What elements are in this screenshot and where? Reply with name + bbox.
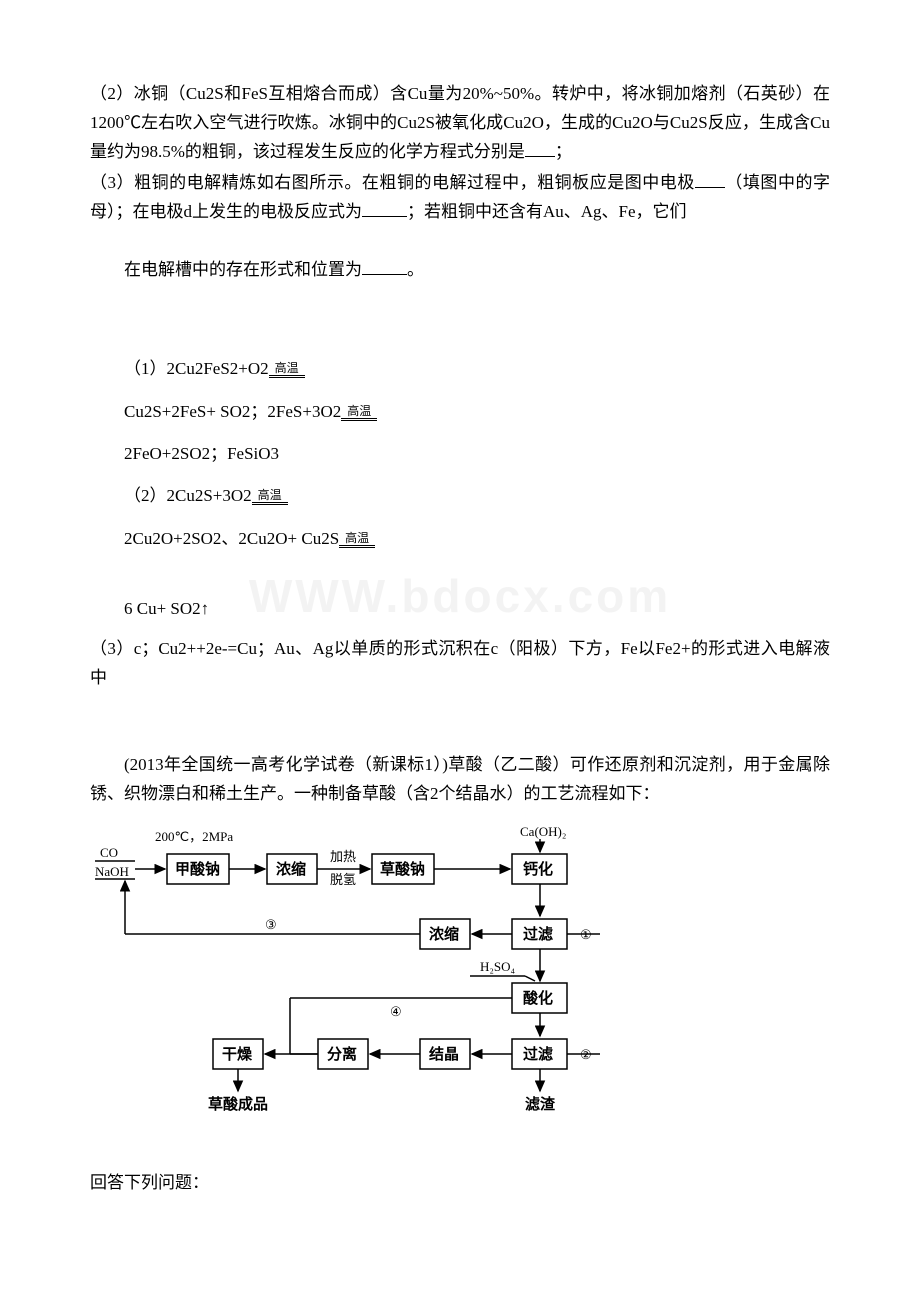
- text: （1）2Cu2FeS2+O2: [124, 359, 269, 378]
- paragraph-3b: 在电解槽中的存在形式和位置为 。: [90, 256, 830, 285]
- box-separate: 分离: [327, 1045, 357, 1063]
- text: Cu2S+2FeS+ SO2；2FeS+3O2: [124, 402, 341, 421]
- paragraph-3: （3）粗铜的电解精炼如右图所示。在粗铜的电解过程中，粗铜板应是图中电极（填图中的…: [90, 169, 830, 227]
- label-circle3: ③: [265, 917, 277, 932]
- equation-2a: （2）2Cu2S+3O2高温: [90, 480, 830, 512]
- label-caoh2: Ca(OH)₂: [520, 824, 566, 839]
- label-heat: 加热: [330, 849, 356, 864]
- text: ；若粗铜中还含有Au、Ag、Fe，它们: [407, 202, 687, 221]
- equation-2b: 2Cu2O+2SO2、2Cu2O+ Cu2S高温: [90, 523, 830, 555]
- label-co: CO: [100, 845, 118, 860]
- text: （2）2Cu2S+3O2: [124, 486, 252, 505]
- box-dry: 干燥: [222, 1046, 253, 1063]
- label-circle4: ④: [390, 1004, 402, 1019]
- text: （2）冰铜（Cu2S和FeS互相熔合而成）含Cu量为20%~50%。转炉中，将冰…: [90, 84, 830, 161]
- text: ；: [555, 142, 572, 161]
- text: 。: [407, 260, 424, 279]
- equation-1c: 2FeO+2SO2；FeSiO3: [90, 438, 830, 470]
- paragraph-answer-3: （3）c；Cu2++2e-=Cu；Au、Ag以单质的形式沉积在c（阳极）下方，F…: [90, 635, 830, 693]
- high-temp-symbol: 高温: [341, 405, 377, 421]
- text: （3）粗铜的电解精炼如右图所示。在粗铜的电解过程中，粗铜板应是图中电极: [90, 173, 695, 192]
- box-sodium-formate: 甲酸钠: [175, 860, 220, 878]
- box-concentrate1: 浓缩: [276, 860, 306, 878]
- box-sodium-oxalate: 草酸钠: [380, 860, 425, 878]
- text: 2Cu2O+2SO2、2Cu2O+ Cu2S: [124, 529, 339, 548]
- blank: [525, 140, 555, 157]
- high-temp-symbol: 高温: [252, 489, 288, 505]
- box-filter2: 过滤: [523, 1045, 553, 1063]
- paragraph-question-2013: (2013年全国统一高考化学试卷（新课标1）)草酸（乙二酸）可作还原剂和沉淀剂，…: [90, 751, 830, 809]
- text: 6 Cu+ SO2↑: [124, 599, 209, 618]
- paragraph-2: （2）冰铜（Cu2S和FeS互相熔合而成）含Cu量为20%~50%。转炉中，将冰…: [90, 80, 830, 167]
- high-temp-symbol: 高温: [269, 362, 305, 378]
- label-dehydrogen: 脱氢: [330, 872, 356, 887]
- box-calcify: 钙化: [523, 860, 553, 878]
- label-residue: 滤渣: [525, 1095, 556, 1113]
- blank: [695, 171, 725, 188]
- text: (2013年全国统一高考化学试卷（新课标1）)草酸（乙二酸）可作还原剂和沉淀剂，…: [90, 755, 830, 803]
- box-acidify: 酸化: [523, 989, 553, 1007]
- label-condition: 200℃，2MPa: [155, 829, 233, 844]
- box-filter1: 过滤: [523, 925, 553, 943]
- blank: [362, 258, 407, 275]
- text: （3）c；Cu2++2e-=Cu；Au、Ag以单质的形式沉积在c（阳极）下方，F…: [90, 639, 830, 687]
- box-concentrate2: 浓缩: [429, 925, 459, 943]
- text: 回答下列问题：: [90, 1173, 209, 1192]
- paragraph-question-prompt: 回答下列问题：: [90, 1169, 830, 1198]
- process-flow-diagram: 200℃，2MPa CO NaOH 甲酸钠 浓缩 加热 脱氢 草酸钠 Ca(OH…: [90, 821, 830, 1121]
- blank: [362, 200, 407, 217]
- text: 2FeO+2SO2；FeSiO3: [124, 444, 279, 463]
- equation-3a: 6 Cu+ SO2↑: [90, 593, 830, 625]
- text: 在电解槽中的存在形式和位置为: [124, 260, 362, 279]
- label-product: 草酸成品: [208, 1095, 268, 1113]
- label-h2so4: H₂SO₄: [480, 959, 516, 974]
- high-temp-symbol: 高温: [339, 532, 375, 548]
- equation-1b: Cu2S+2FeS+ SO2；2FeS+3O2高温: [90, 396, 830, 428]
- equation-1a: （1）2Cu2FeS2+O2高温: [90, 353, 830, 385]
- label-naoh: NaOH: [95, 864, 129, 879]
- box-crystallize: 结晶: [429, 1045, 459, 1063]
